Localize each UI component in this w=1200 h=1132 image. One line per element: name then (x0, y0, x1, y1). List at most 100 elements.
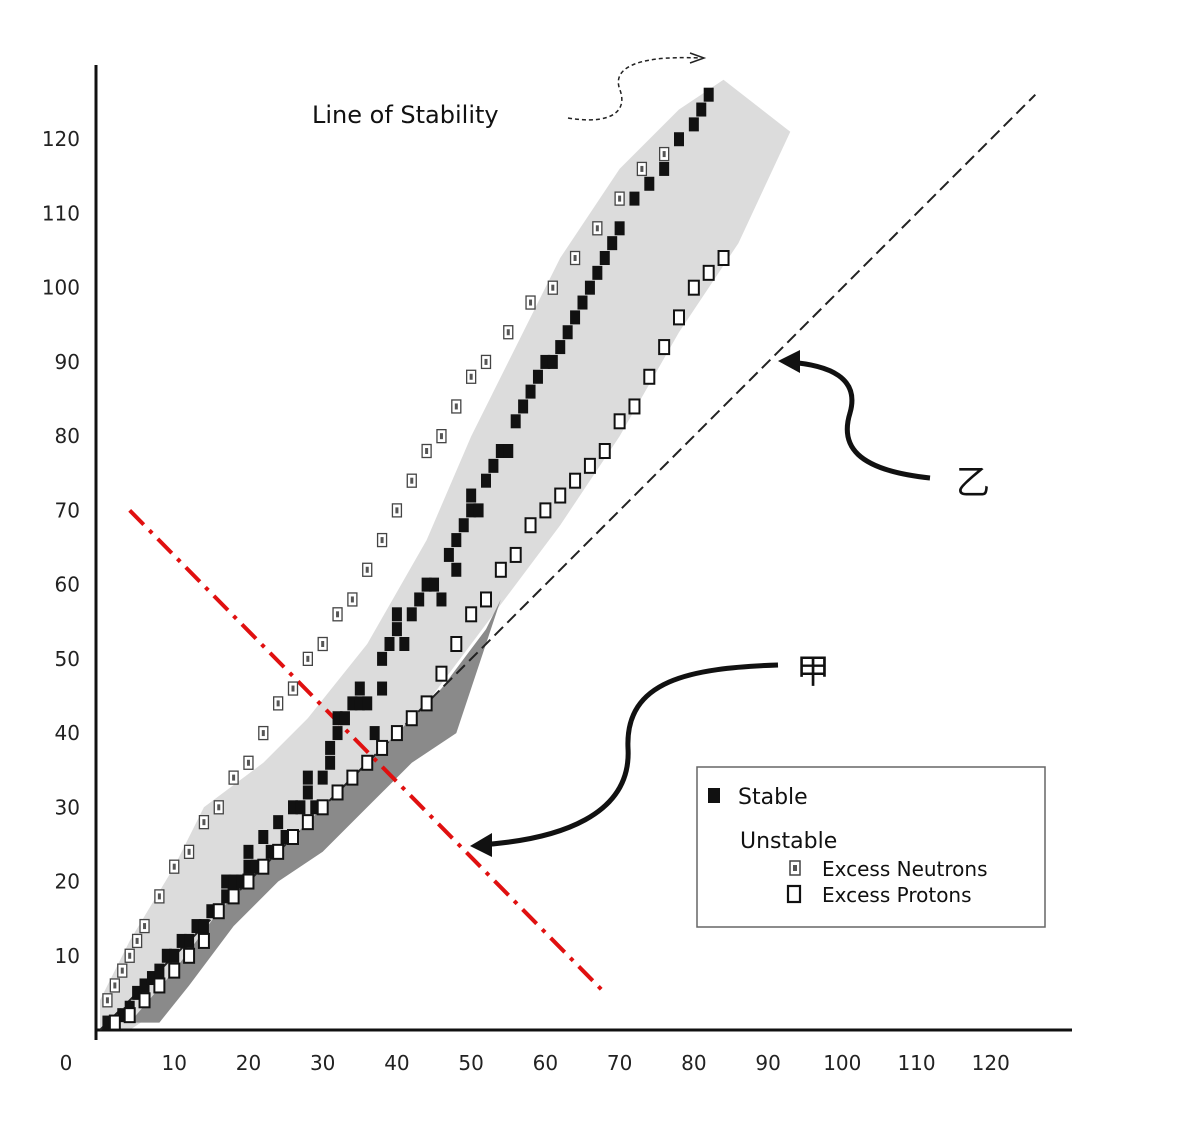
y-tick-label: 110 (42, 201, 80, 225)
excess-neutron-point-inner (113, 982, 117, 989)
stable-point (547, 354, 558, 369)
y-tick-label: 50 (55, 647, 80, 671)
stable-point (221, 889, 232, 904)
excess-neutron-point-inner (143, 923, 147, 930)
x-tick-label: 120 (972, 1051, 1010, 1075)
red-dash-dot-line (128, 508, 607, 995)
legend: Stable Unstable Excess Neutrons Excess P… (696, 766, 1046, 928)
stable-point (584, 280, 595, 295)
excess-proton-point (376, 739, 389, 756)
jia-arrowhead (470, 833, 492, 857)
legend-box (696, 766, 1046, 928)
legend-proton-swatch (786, 884, 802, 904)
excess-proton-point (702, 264, 715, 281)
excess-neutron-point-inner (246, 759, 250, 766)
stable-point (421, 577, 432, 592)
stable-point (377, 681, 388, 696)
excess-proton-point (123, 1007, 136, 1024)
excess-neutron-point-inner (172, 863, 176, 870)
excess-proton-point (450, 636, 463, 652)
stable-point (540, 354, 551, 369)
stable-point (176, 933, 187, 948)
stable-point (495, 444, 506, 458)
excess-proton-point (153, 977, 166, 994)
stable-point (696, 102, 707, 117)
annotation-jia: 甲 (470, 652, 830, 857)
excess-neutron-point-inner (232, 774, 236, 781)
stable-point (132, 985, 143, 1000)
stable-point (332, 711, 343, 726)
excess-proton-point (331, 784, 344, 801)
stable-point (577, 295, 588, 310)
excess-neutron-point-inner (506, 329, 510, 336)
excess-neutron-point-inner (321, 641, 325, 647)
stable-point (310, 800, 321, 815)
stable-point (451, 533, 462, 548)
y-tick-label: 60 (55, 573, 80, 597)
stable-point (510, 414, 521, 429)
jia-label: 甲 (796, 652, 830, 692)
stable-point (703, 87, 714, 102)
excess-proton-point (287, 829, 299, 845)
legend-neutron-swatch-inner (793, 865, 797, 871)
stable-point (629, 191, 640, 206)
stable-point (644, 176, 655, 191)
stable-point (302, 770, 313, 785)
stable-point (659, 161, 670, 176)
stable-point (117, 1008, 128, 1023)
legend-unstable-label: Unstable (740, 829, 837, 854)
stable-point (191, 919, 202, 934)
excess-neutron-point-inner (120, 967, 124, 974)
stable-point (354, 681, 365, 696)
stable-point (243, 844, 254, 859)
stable-point (466, 503, 477, 518)
stable-point (332, 726, 343, 741)
stable-point (570, 310, 581, 325)
excess-proton-point (598, 443, 611, 459)
excess-neutron-point-inner (336, 611, 340, 618)
stable-point (377, 651, 388, 666)
excess-neutron-point-inner (261, 730, 265, 737)
x-tick-label: 90 (755, 1051, 780, 1075)
stable-point (451, 562, 462, 577)
stable-point (228, 874, 239, 889)
stable-point (325, 740, 336, 755)
excess-proton-point (465, 606, 478, 623)
x-tick-label: 10 (162, 1051, 187, 1075)
annotation-yi: 乙 (778, 350, 990, 503)
excess-neutron-point-inner (529, 299, 533, 306)
y-tick-label: 70 (55, 498, 80, 522)
excess-neutron-point-inner (573, 255, 577, 261)
stable-point (406, 607, 417, 622)
excess-proton-point (524, 517, 537, 534)
stable-point (243, 859, 254, 874)
stable-point (146, 971, 157, 986)
stable-point (488, 458, 499, 473)
excess-neutron-point-inner (551, 284, 555, 291)
excess-neutron-point-inner (365, 566, 369, 573)
stable-point (154, 963, 165, 978)
y-tick-label: 30 (55, 795, 80, 819)
excess-proton-point (583, 457, 596, 474)
excess-neutron-point-inner (662, 151, 666, 158)
stable-point (325, 755, 336, 770)
stable-point (674, 132, 684, 147)
stable-point (688, 117, 699, 132)
stable-point (532, 369, 543, 384)
excess-neutron-point-inner (380, 537, 384, 544)
chart-axes (94, 65, 1072, 1040)
excess-proton-point (242, 873, 255, 890)
excess-neutron-point-inner (410, 477, 414, 484)
stable-point (206, 904, 217, 919)
x-tick-label: 40 (384, 1051, 409, 1075)
excess-proton-point (569, 472, 582, 489)
stable-point (102, 1015, 113, 1030)
stable-point (273, 815, 284, 830)
yi-arrowhead (778, 350, 800, 373)
excess-proton-point (138, 992, 151, 1009)
stable-point (302, 785, 313, 800)
stable-point (525, 384, 536, 399)
excess-proton-point (227, 888, 240, 905)
x-tick-label: 20 (236, 1051, 261, 1075)
